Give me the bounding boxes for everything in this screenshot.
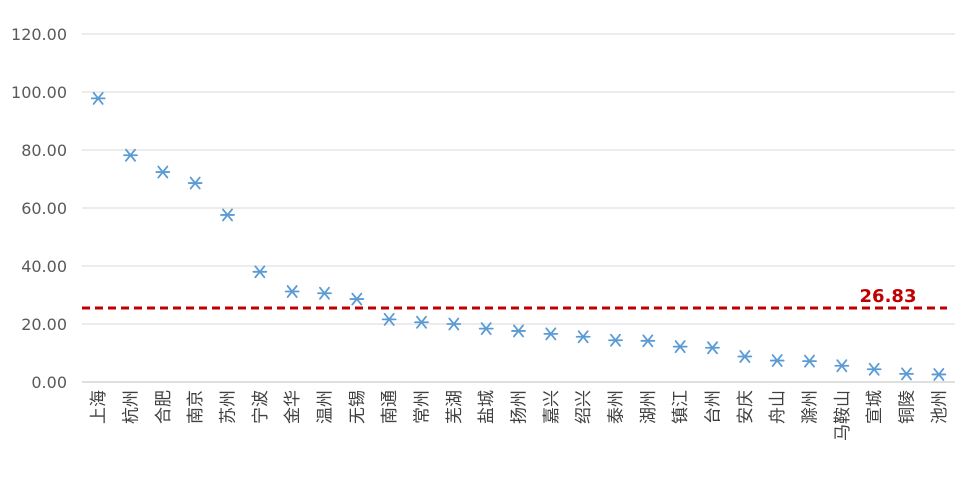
data-point-14 [511, 324, 526, 338]
y-tick-label: 20.00 [21, 315, 67, 334]
data-point-21 [737, 350, 753, 363]
x-category-label: 常州 [413, 390, 433, 424]
data-points [90, 91, 947, 381]
data-point-2 [123, 148, 138, 162]
x-category-label: 滁州 [801, 390, 821, 424]
x-category-label: 镇江 [671, 390, 691, 424]
x-category-label: 上海 [89, 390, 109, 424]
data-point-17 [608, 333, 623, 347]
data-point-20 [705, 341, 720, 355]
x-category-label: 南京 [186, 390, 206, 424]
x-category-label: 嘉兴 [542, 390, 562, 424]
y-tick-label: 100.00 [11, 83, 67, 102]
x-category-label: 宁波 [251, 390, 271, 424]
x-category-label: 金华 [283, 390, 303, 424]
data-point-5 [220, 208, 235, 222]
data-point-27 [931, 368, 947, 381]
x-category-label: 池州 [930, 390, 950, 424]
x-category-label: 宣城 [865, 390, 885, 424]
data-point-25 [866, 362, 882, 376]
y-axis-tick-labels: 0.00 20.00 40.00 60.00 80.00 100.00 120.00 [11, 25, 67, 392]
x-category-label: 安庆 [736, 390, 756, 424]
x-category-label: 舟山 [768, 390, 788, 424]
x-category-label: 马鞍山 [833, 390, 853, 441]
data-point-7 [284, 285, 300, 298]
y-tick-label: 60.00 [21, 199, 67, 218]
data-point-13 [478, 322, 494, 336]
average-line-group: 26.83 [82, 286, 947, 310]
data-point-1 [90, 91, 106, 105]
x-category-label: 湖州 [639, 390, 659, 424]
x-category-label: 台州 [704, 390, 724, 424]
data-point-18 [640, 334, 656, 348]
data-point-15 [543, 327, 559, 341]
x-category-label: 苏州 [219, 390, 239, 424]
data-point-6 [252, 265, 268, 279]
x-category-label: 绍兴 [574, 390, 594, 424]
average-label: 26.83 [860, 286, 917, 307]
x-category-label: 无锡 [348, 390, 368, 424]
data-point-24 [834, 359, 850, 373]
data-point-19 [672, 340, 688, 354]
x-category-label: 合肥 [154, 390, 174, 424]
x-category-label: 温州 [316, 390, 336, 424]
data-point-12 [446, 317, 462, 331]
x-category-label: 盐城 [477, 390, 497, 424]
y-tick-label: 0.00 [31, 373, 67, 392]
data-point-11 [414, 315, 429, 329]
y-tick-label: 120.00 [11, 25, 67, 44]
data-point-8 [317, 286, 332, 300]
x-axis-category-labels: 上海 杭州 合肥 南京 苏州 宁波 金华 温州 无锡 南通 常州 芜湖 盐城 扬州 嘉兴 绍兴 泰州 湖州 镇江 台州… [89, 390, 950, 441]
y-tick-label: 80.00 [21, 141, 67, 160]
data-point-23 [802, 354, 817, 368]
x-category-label: 扬州 [510, 390, 530, 424]
data-point-4 [187, 176, 203, 190]
y-tick-label: 40.00 [21, 257, 67, 276]
x-category-label: 铜陵 [898, 390, 918, 424]
x-category-label: 泰州 [607, 390, 627, 424]
data-point-16 [575, 330, 591, 344]
data-point-22 [769, 354, 785, 367]
x-category-label: 杭州 [122, 390, 142, 424]
data-point-3 [155, 165, 171, 179]
data-point-9 [349, 292, 365, 306]
x-category-label: 芜湖 [445, 390, 465, 424]
x-category-label: 南通 [380, 390, 400, 424]
grid-lines [82, 33, 955, 325]
data-point-10 [381, 312, 397, 326]
data-point-26 [899, 367, 914, 381]
